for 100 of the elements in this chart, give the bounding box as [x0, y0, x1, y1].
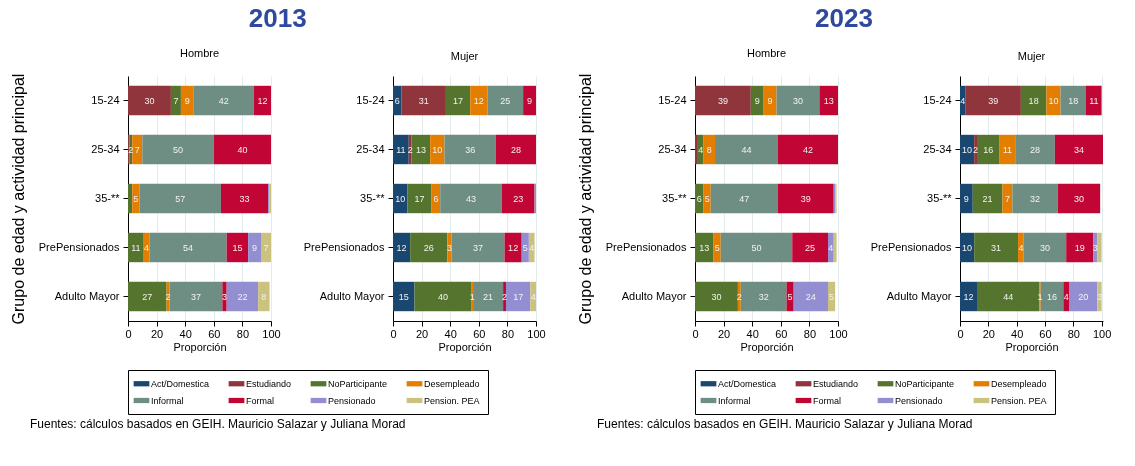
data-label: 2 — [502, 291, 508, 302]
data-label: 25 — [500, 95, 511, 106]
data-label: 22 — [237, 291, 248, 302]
data-label: 34 — [1073, 144, 1084, 155]
bar — [965, 85, 1021, 116]
x-tick-label: 100 — [527, 327, 546, 340]
x-tick-label: 60 — [1039, 327, 1052, 340]
bar — [222, 281, 227, 312]
y-tick-label: 15-24 — [923, 93, 952, 106]
legend-label: Informal — [151, 395, 184, 406]
x-tick-label: 80 — [1067, 327, 1080, 340]
y-tick-label: 35-** — [360, 191, 386, 204]
bar — [440, 183, 502, 214]
data-label: 21 — [483, 291, 494, 302]
bar — [1066, 232, 1094, 263]
data-label: 1 — [1037, 291, 1043, 302]
data-label: 9 — [252, 242, 258, 253]
data-label: 3 — [1096, 291, 1102, 302]
data-label: 7 — [263, 242, 269, 253]
bar — [833, 232, 837, 263]
bar — [128, 232, 144, 263]
data-label: 10 — [395, 193, 406, 204]
x-tick-label: 0 — [125, 327, 132, 340]
data-label: 28 — [1030, 144, 1041, 155]
bar — [960, 183, 973, 214]
data-label: 5 — [704, 193, 710, 204]
bar — [750, 85, 764, 116]
data-label: 10 — [432, 144, 443, 155]
x-tick-label: 0 — [957, 327, 964, 340]
data-label: 23 — [513, 193, 524, 204]
x-axis-title: Proporción — [173, 340, 227, 353]
data-label: 32 — [1030, 193, 1041, 204]
x-tick-label: 20 — [982, 327, 995, 340]
data-label: 6 — [433, 193, 439, 204]
bar — [473, 281, 504, 312]
data-label: 13 — [415, 144, 426, 155]
legend-label: NoParticipante — [328, 378, 388, 389]
data-label: 12 — [473, 95, 484, 106]
data-label: 37 — [190, 291, 201, 302]
x-tick-label: 80 — [501, 327, 515, 340]
bar — [414, 281, 472, 312]
bar — [960, 281, 977, 312]
data-label: 42 — [802, 144, 813, 155]
bar — [505, 281, 531, 312]
bar — [1063, 281, 1070, 312]
y-tick-label: 25-34 — [658, 142, 687, 155]
data-label: 12 — [257, 95, 268, 106]
data-label: 11 — [131, 242, 141, 253]
legend-label: Informal — [718, 395, 751, 406]
data-label: 39 — [988, 95, 999, 106]
x-tick-label: 80 — [803, 327, 817, 340]
data-label: 27 — [142, 291, 153, 302]
y-tick-label: 25-34 — [356, 142, 385, 155]
x-tick-label: 20 — [717, 327, 731, 340]
bar — [451, 232, 505, 263]
data-label: 5 — [522, 242, 528, 253]
bar — [1018, 232, 1024, 263]
bar — [193, 85, 254, 116]
data-label: 30 — [1039, 242, 1050, 253]
x-tick-label: 100 — [1092, 327, 1112, 340]
legend-label: NoParticipante — [895, 378, 955, 389]
x-tick-label: 20 — [415, 327, 429, 340]
data-label: 4 — [1018, 242, 1024, 253]
data-label: 32 — [758, 291, 769, 302]
y-tick-label: Adulto Mayor — [319, 289, 385, 302]
bar — [695, 232, 714, 263]
bar — [710, 183, 778, 214]
bar — [1054, 134, 1103, 165]
bar — [169, 281, 223, 312]
bar — [401, 85, 446, 116]
bar — [715, 134, 778, 165]
bar — [501, 183, 535, 214]
data-label: 40 — [438, 291, 449, 302]
data-label: 10 — [962, 144, 973, 155]
data-label: 31 — [991, 242, 1002, 253]
data-label: 18 — [1028, 95, 1039, 106]
y-tick-label: 25-34 — [923, 142, 952, 155]
legend-label: Formal — [813, 395, 842, 406]
data-label: 13 — [699, 242, 710, 253]
bar — [128, 183, 133, 214]
bar — [213, 134, 271, 165]
data-label: 30 — [144, 95, 155, 106]
data-label: 6 — [394, 95, 400, 106]
x-tick-label: 40 — [746, 327, 759, 340]
bar — [1023, 232, 1067, 263]
x-axis-title: Proporción — [1005, 340, 1059, 353]
bar — [444, 134, 496, 165]
data-label: 4 — [529, 242, 535, 253]
data-label: 4 — [698, 144, 704, 155]
data-label: 9 — [754, 95, 760, 106]
legend-label: Estudiando — [246, 378, 292, 389]
data-label: 4 — [960, 95, 966, 106]
bar — [142, 134, 214, 165]
bar — [226, 281, 259, 312]
source-note: Fuentes: cálculos basados en GEIH. Mauricio Salazar y Juliana Morad — [29, 417, 407, 431]
bar — [974, 232, 1019, 263]
data-label: 21 — [982, 193, 993, 204]
data-label: 20 — [1078, 291, 1089, 302]
y-tick-label: PrePensionados — [870, 240, 952, 253]
data-label: 30 — [711, 291, 722, 302]
